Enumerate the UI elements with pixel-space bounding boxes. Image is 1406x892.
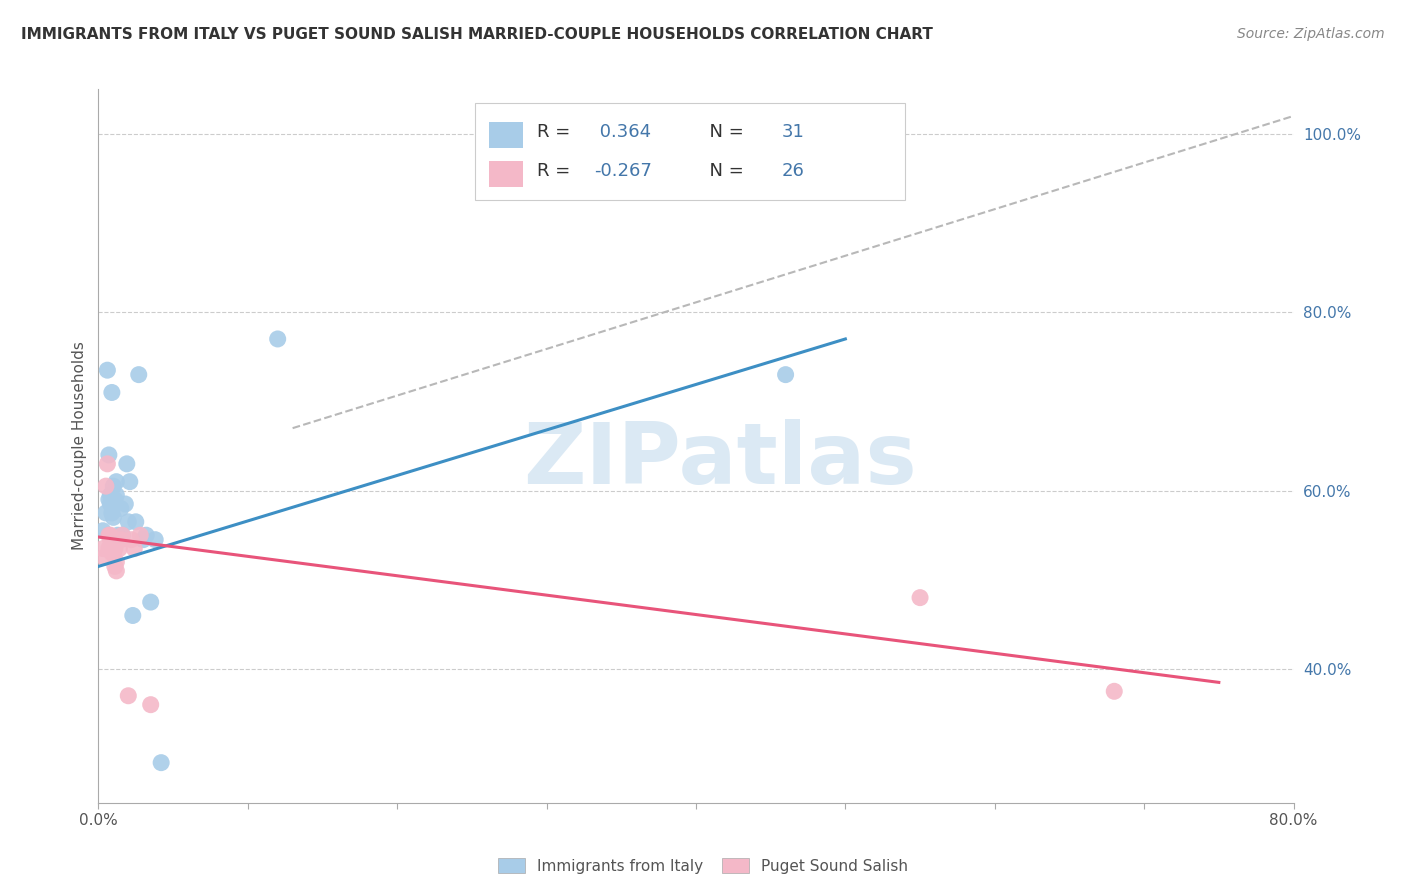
Point bbox=[267, 332, 290, 346]
Point bbox=[97, 528, 120, 542]
Point bbox=[103, 479, 125, 493]
Point bbox=[104, 559, 127, 574]
Text: R =: R = bbox=[537, 162, 576, 180]
Point bbox=[96, 457, 118, 471]
Point bbox=[103, 537, 125, 551]
Point bbox=[103, 546, 125, 560]
Bar bbox=[489, 161, 523, 187]
Point bbox=[1104, 684, 1126, 698]
Point bbox=[129, 528, 152, 542]
Point bbox=[101, 546, 124, 560]
Point bbox=[105, 555, 128, 569]
Point bbox=[117, 689, 139, 703]
Text: 26: 26 bbox=[782, 162, 804, 180]
Point bbox=[111, 528, 134, 542]
Point bbox=[111, 528, 134, 542]
Point bbox=[121, 608, 143, 623]
Y-axis label: Married-couple Households: Married-couple Households bbox=[72, 342, 87, 550]
Point bbox=[118, 475, 141, 489]
Point bbox=[143, 533, 166, 547]
Point bbox=[908, 591, 931, 605]
Text: -0.267: -0.267 bbox=[595, 162, 652, 180]
Point bbox=[104, 492, 127, 507]
Point bbox=[775, 368, 797, 382]
Point bbox=[107, 528, 129, 542]
Point bbox=[117, 515, 139, 529]
Point bbox=[100, 488, 122, 502]
Point bbox=[125, 515, 148, 529]
Point bbox=[110, 501, 132, 516]
Point bbox=[135, 528, 157, 542]
Point bbox=[110, 533, 132, 547]
Point bbox=[114, 497, 136, 511]
Point bbox=[100, 497, 122, 511]
Point bbox=[104, 541, 127, 556]
Point bbox=[105, 475, 128, 489]
Point bbox=[100, 533, 122, 547]
Point bbox=[139, 698, 162, 712]
Text: R =: R = bbox=[537, 123, 576, 141]
Point bbox=[94, 506, 117, 520]
Point bbox=[105, 488, 128, 502]
Point bbox=[132, 533, 155, 547]
Text: Source: ZipAtlas.com: Source: ZipAtlas.com bbox=[1237, 27, 1385, 41]
Point bbox=[105, 564, 128, 578]
Text: ZIPatlas: ZIPatlas bbox=[523, 418, 917, 502]
Bar bbox=[475, 103, 905, 200]
Point bbox=[101, 385, 124, 400]
Point bbox=[91, 541, 114, 556]
Point bbox=[150, 756, 173, 770]
Point bbox=[101, 537, 124, 551]
Point bbox=[96, 363, 118, 377]
Point bbox=[91, 524, 114, 538]
Bar bbox=[489, 122, 523, 148]
Point bbox=[100, 528, 122, 542]
Point bbox=[124, 541, 146, 556]
Point bbox=[128, 368, 150, 382]
Text: 0.364: 0.364 bbox=[595, 123, 651, 141]
Point bbox=[97, 492, 120, 507]
Point bbox=[108, 541, 131, 556]
Point bbox=[115, 457, 138, 471]
Point bbox=[97, 541, 120, 556]
Point bbox=[94, 479, 117, 493]
Point bbox=[139, 595, 162, 609]
Point bbox=[103, 510, 125, 524]
Legend: Immigrants from Italy, Puget Sound Salish: Immigrants from Italy, Puget Sound Salis… bbox=[492, 852, 914, 880]
Point bbox=[120, 533, 142, 547]
Text: N =: N = bbox=[699, 123, 749, 141]
Text: 31: 31 bbox=[782, 123, 804, 141]
Point bbox=[93, 550, 115, 565]
Text: N =: N = bbox=[699, 162, 749, 180]
Point bbox=[101, 506, 124, 520]
Point bbox=[97, 448, 120, 462]
Text: IMMIGRANTS FROM ITALY VS PUGET SOUND SALISH MARRIED-COUPLE HOUSEHOLDS CORRELATIO: IMMIGRANTS FROM ITALY VS PUGET SOUND SAL… bbox=[21, 27, 934, 42]
